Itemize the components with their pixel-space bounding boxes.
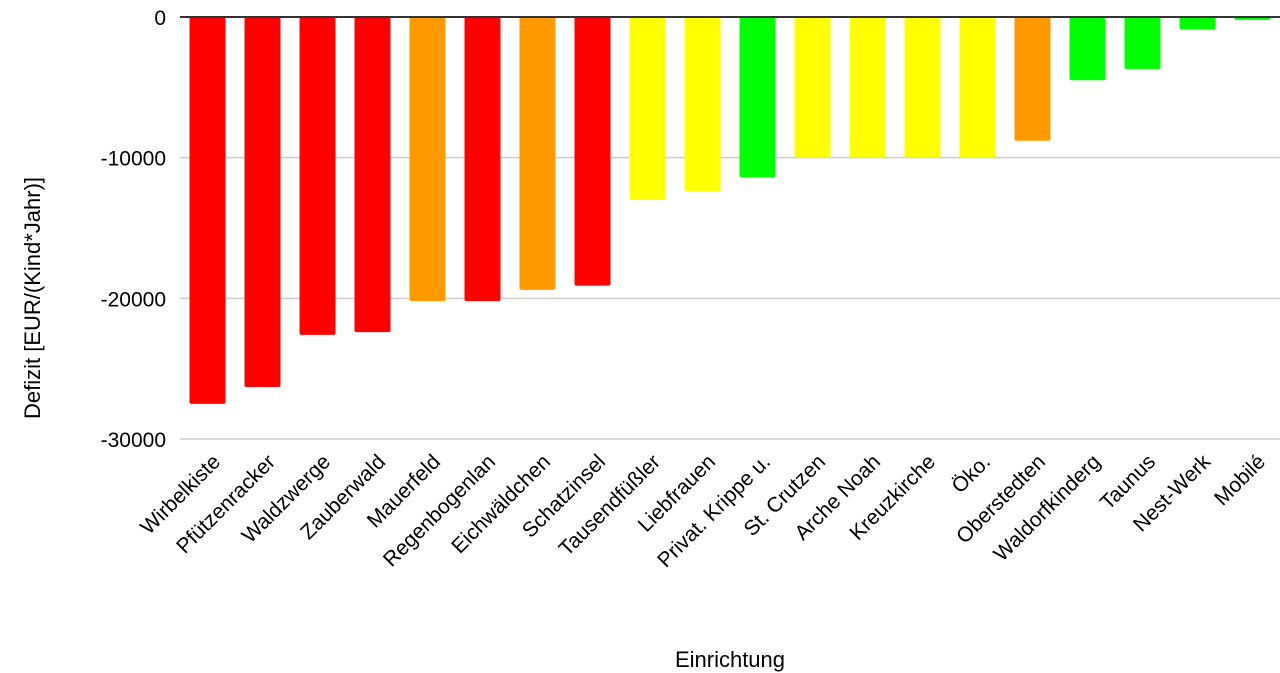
bar: [574, 17, 611, 286]
y-axis-title: Defizit [EUR/(Kind*Jahr)]: [20, 177, 45, 419]
bar: [684, 17, 721, 192]
bar: [959, 17, 996, 158]
bar: [464, 17, 501, 302]
gridlines: [180, 156, 1280, 440]
bar: [1124, 17, 1161, 70]
bar: [1014, 17, 1051, 141]
x-tick-label: Öko.: [947, 450, 995, 498]
x-axis-title: Einrichtung: [675, 647, 785, 672]
bar: [849, 17, 886, 158]
bar: [794, 17, 831, 158]
bar: [354, 17, 391, 333]
category-labels: WirbelkistePfützenrackerWaldzwergeZauber…: [136, 450, 1270, 572]
y-tick-labels: 0 -10000 -20000 -30000: [101, 7, 166, 452]
bars: [189, 17, 1271, 404]
bar: [1179, 17, 1216, 30]
y-tick-label: 0: [154, 7, 166, 30]
bar: [244, 17, 281, 387]
bar: [1069, 17, 1106, 81]
y-tick-label: -30000: [101, 429, 166, 452]
bar: [904, 17, 941, 158]
x-tick-label: Mobilé: [1210, 450, 1270, 510]
bar: [629, 17, 666, 200]
bar: [299, 17, 336, 335]
y-tick-label: -20000: [101, 288, 166, 311]
bar: [519, 17, 556, 290]
y-tick-label: -10000: [101, 148, 166, 171]
bar: [739, 17, 776, 178]
bar: [189, 17, 226, 404]
bar: [409, 17, 446, 302]
